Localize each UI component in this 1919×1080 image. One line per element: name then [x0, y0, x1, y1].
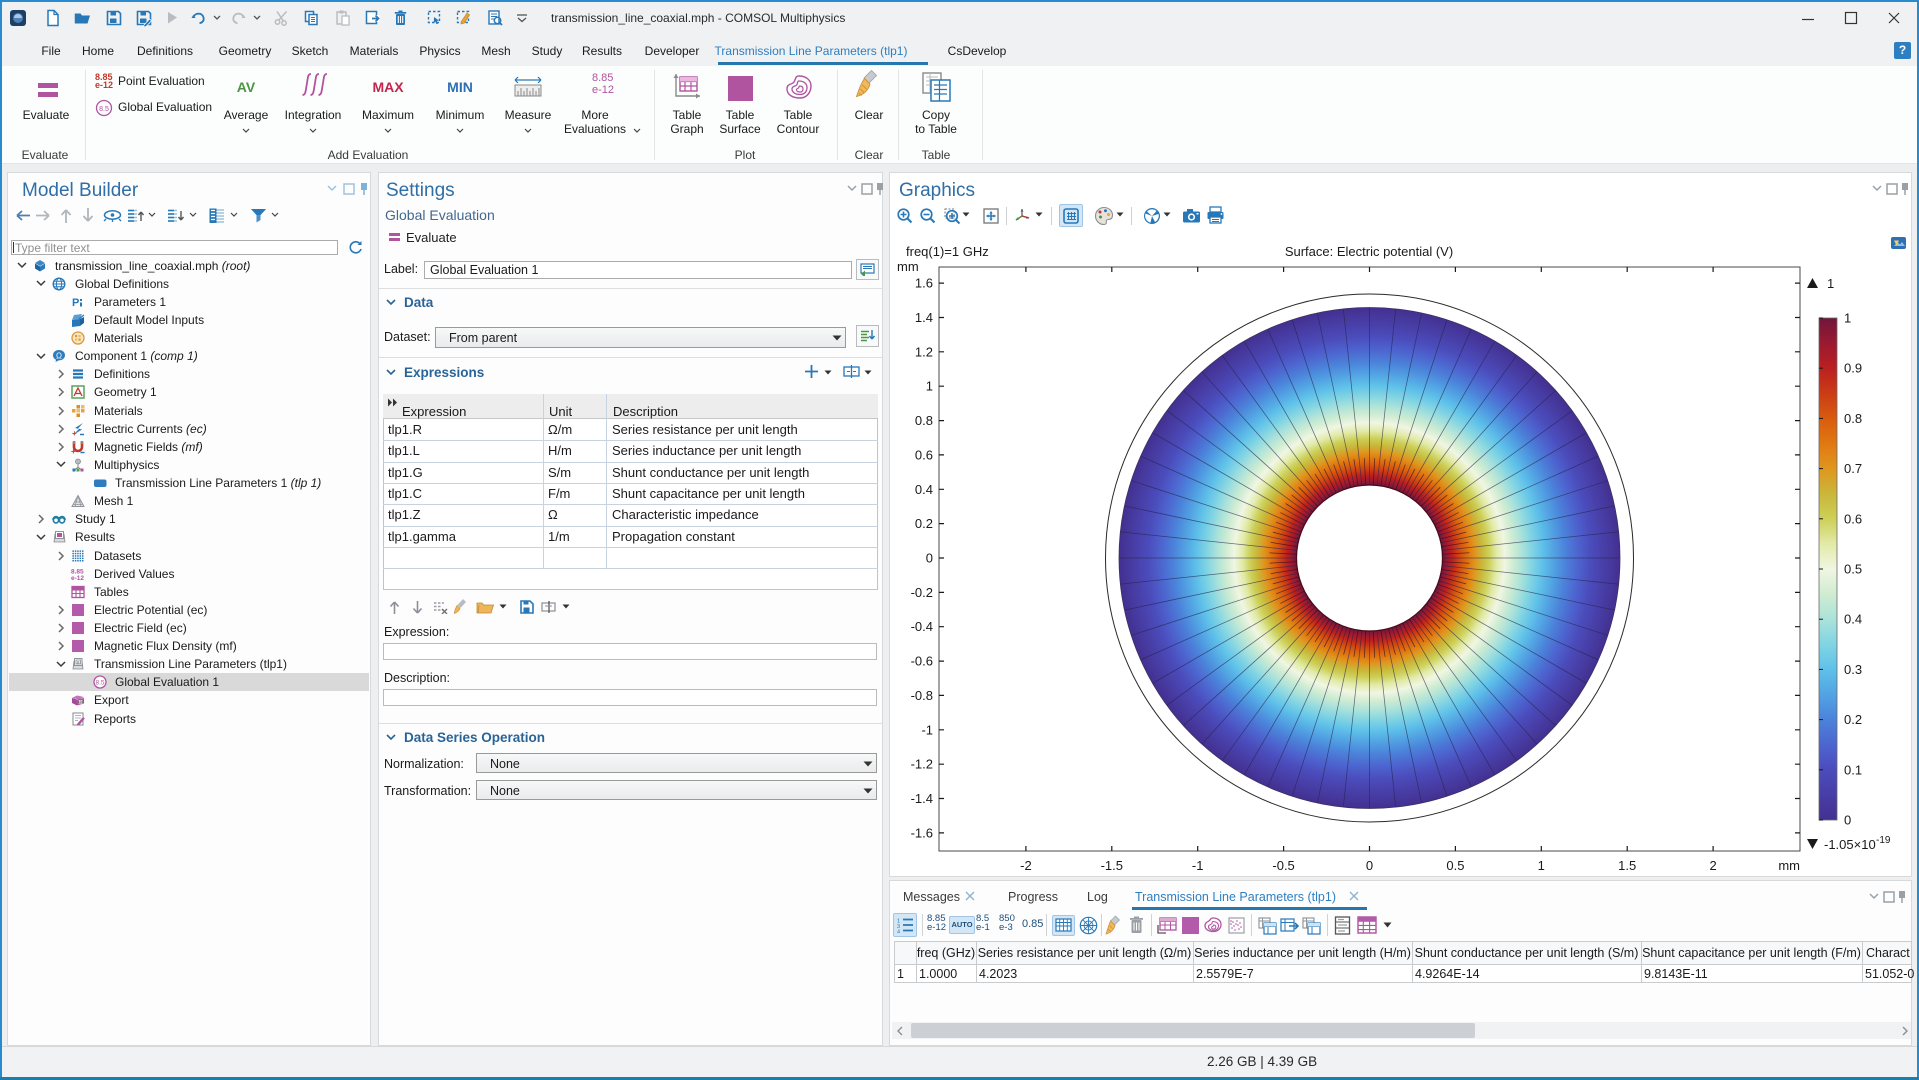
svg-text:+: +	[72, 429, 77, 436]
svg-text:159: 159	[78, 700, 84, 704]
svg-text:8.5: 8.5	[99, 106, 109, 113]
svg-text:4: 4	[897, 930, 900, 934]
svg-text:Ω: Ω	[56, 352, 62, 361]
svg-text:8: 8	[77, 660, 80, 665]
svg-text:+: +	[71, 447, 76, 454]
svg-text:3: 3	[897, 924, 900, 930]
svg-text:P: P	[72, 297, 79, 309]
svg-text:e-12: e-12	[71, 575, 84, 581]
svg-text:8.5: 8.5	[95, 680, 104, 687]
svg-text:1: 1	[897, 919, 900, 925]
svg-text:8.85: 8.85	[71, 568, 84, 575]
